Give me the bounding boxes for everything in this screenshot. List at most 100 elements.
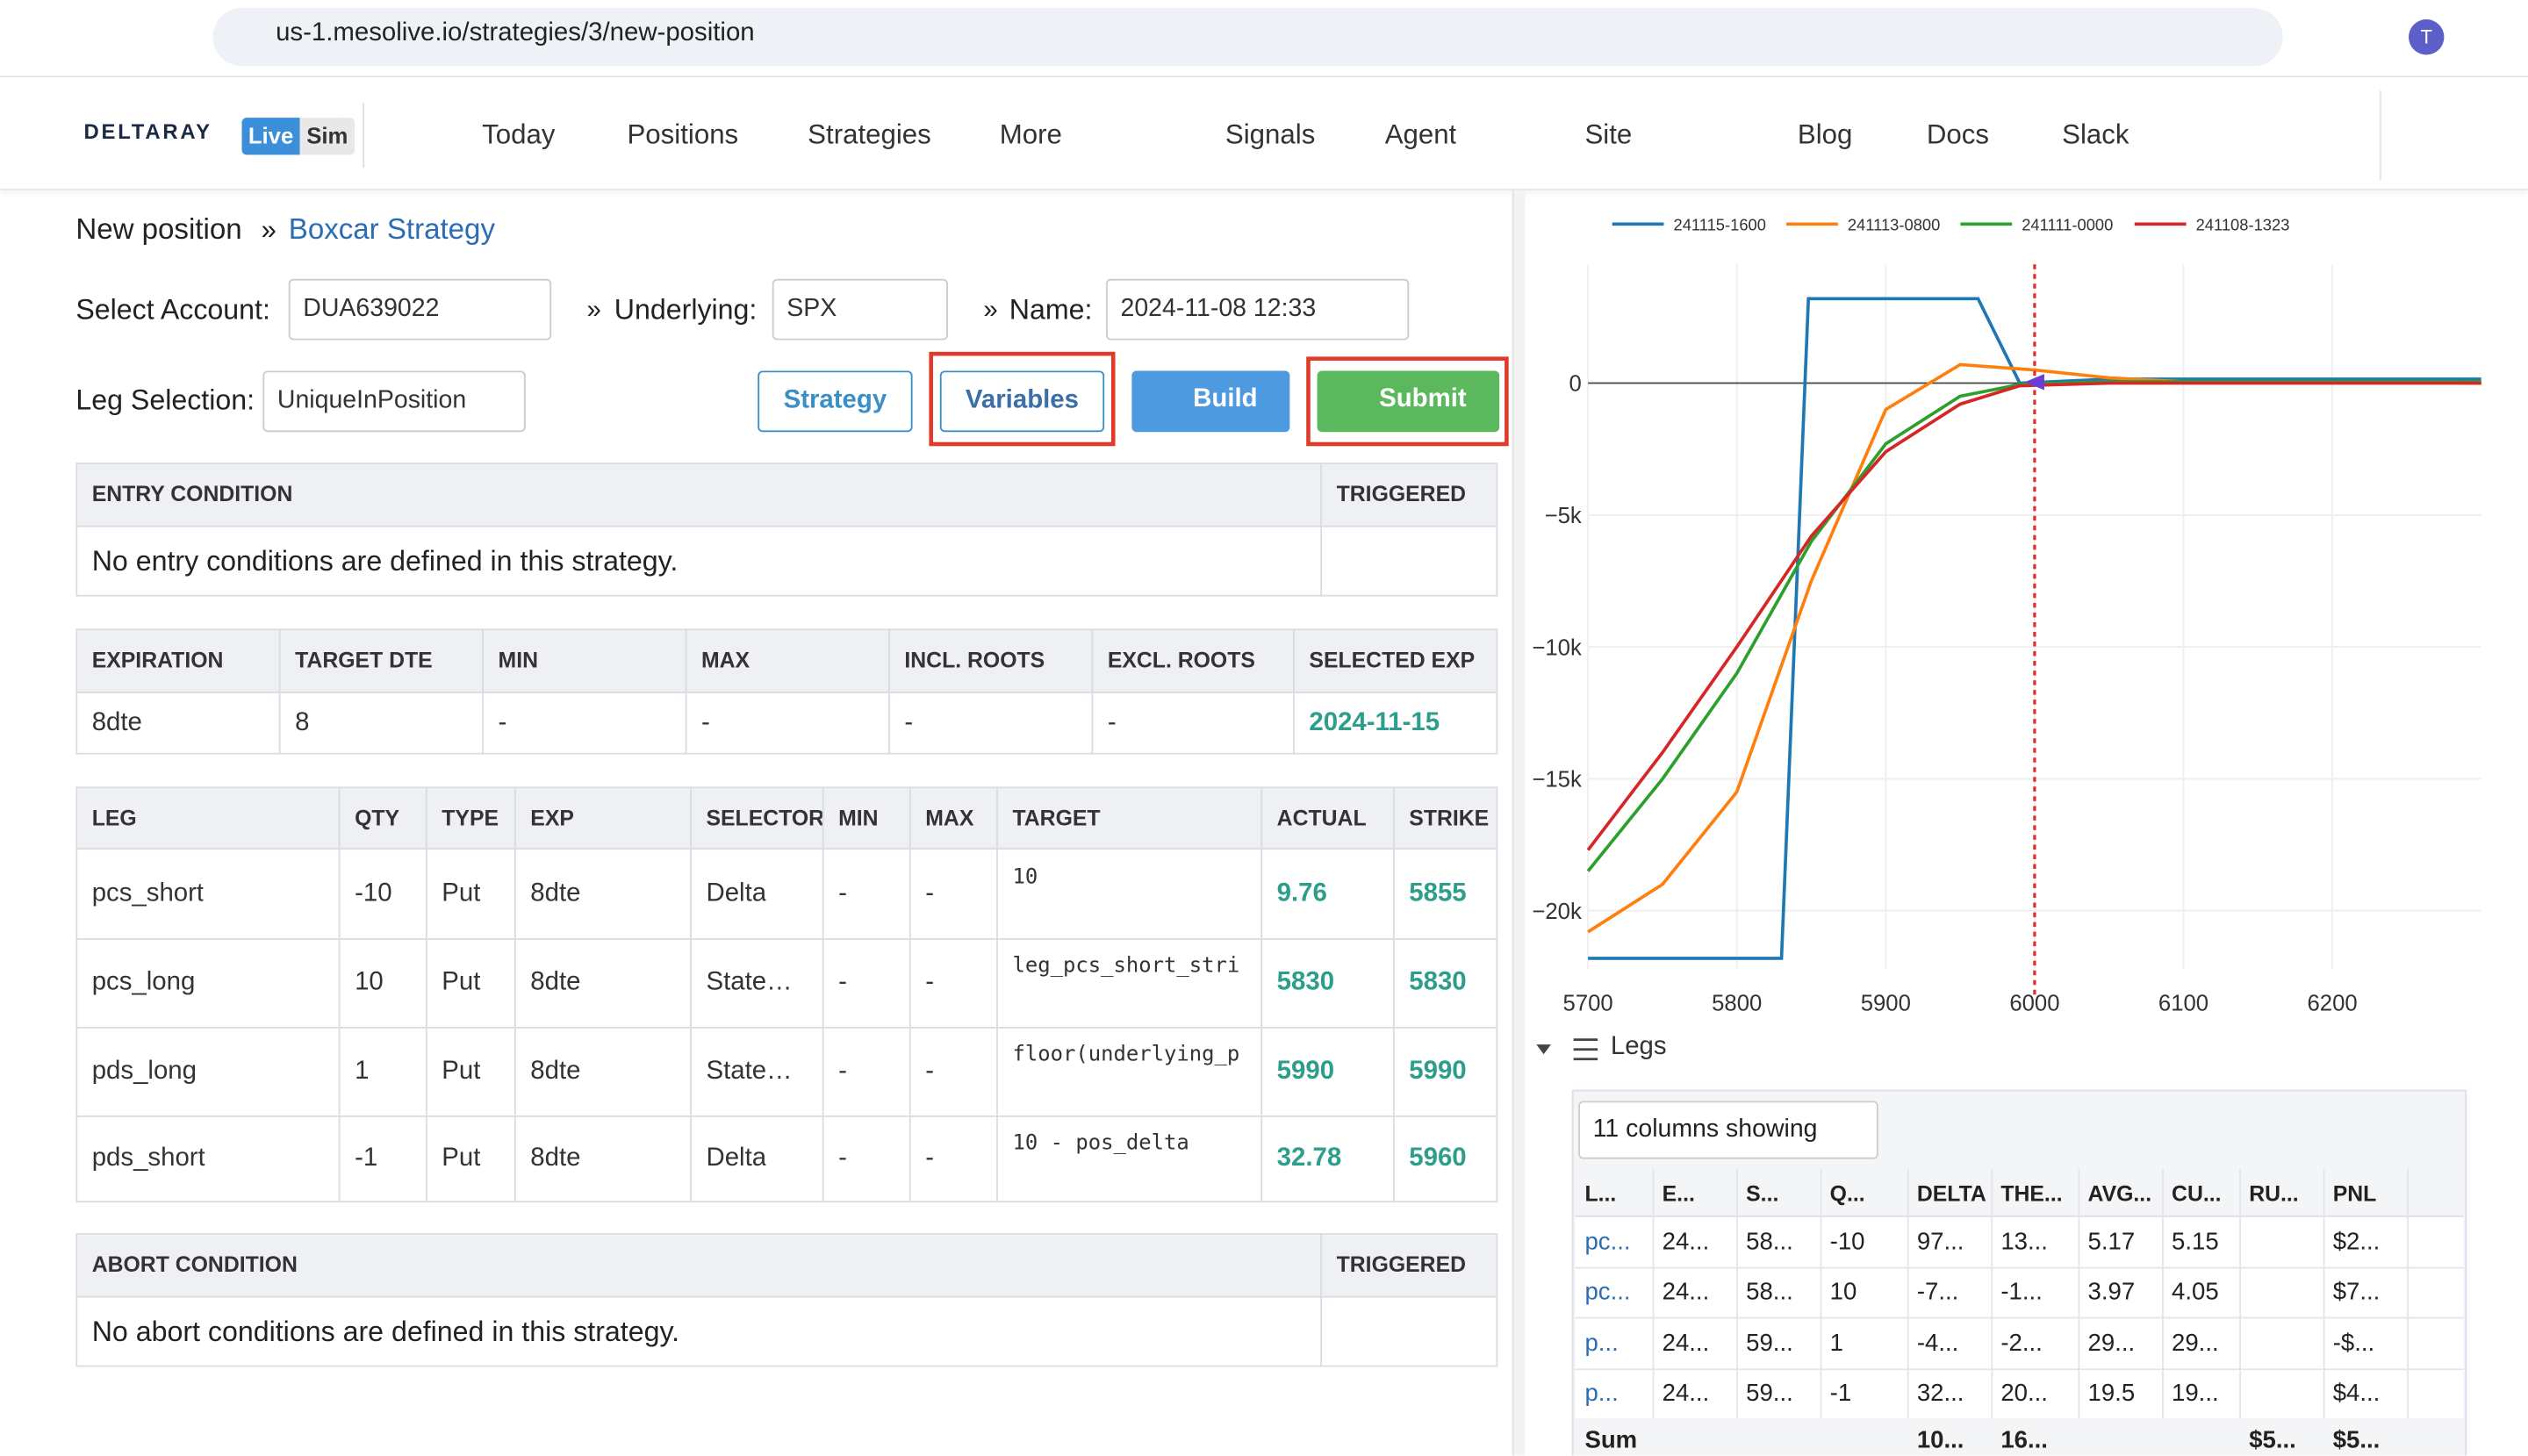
cell: State… xyxy=(706,967,793,996)
nav-item[interactable]: Slack xyxy=(2062,118,2129,150)
header-cell: TRIGGERED xyxy=(1336,1252,1467,1277)
cell: 5855 xyxy=(1409,879,1467,907)
form-control[interactable]: SPX xyxy=(772,278,948,341)
grid-cell: 97... xyxy=(1916,1228,1964,1256)
panel-divider xyxy=(1512,190,1526,1456)
grid-header-cell: PNL xyxy=(2332,1181,2377,1206)
url: us-1.mesolive.io/strategies/3/new-positi… xyxy=(276,19,755,47)
nav-item[interactable]: Docs xyxy=(1926,118,1989,150)
button[interactable]: Build xyxy=(1131,370,1290,433)
col-sep xyxy=(482,628,485,755)
button[interactable]: Variables xyxy=(939,370,1105,433)
grid-cell[interactable]: pc... xyxy=(1584,1279,1631,1307)
nav-item[interactable]: Site xyxy=(1584,118,1633,150)
grid-col-sep xyxy=(1652,1168,1655,1456)
grid-cell: -4... xyxy=(1916,1329,1959,1357)
col-sep xyxy=(822,786,824,1203)
grid-col-sep xyxy=(1820,1168,1822,1456)
cell: State… xyxy=(706,1056,793,1085)
cell: - xyxy=(838,1144,847,1173)
grid-header-cell: DELTA xyxy=(1916,1181,1986,1206)
column-select[interactable]: 11 columns showing xyxy=(1578,1101,1878,1159)
nav-item[interactable]: More xyxy=(999,118,1062,150)
col-sep xyxy=(514,786,516,1203)
grid-cell: 19.5 xyxy=(2087,1380,2136,1408)
nav-divider xyxy=(2379,90,2381,181)
form-label: Leg Selection: xyxy=(75,384,255,416)
form-label: Name: xyxy=(1009,293,1093,326)
cell: 5990 xyxy=(1409,1056,1467,1085)
series-line xyxy=(1587,362,2481,934)
cell: Put xyxy=(442,879,481,907)
mode-sim[interactable]: Sim xyxy=(299,118,356,155)
cell: 10 xyxy=(355,967,384,996)
cell: - xyxy=(904,709,914,737)
grid-cell: 24... xyxy=(1662,1329,1710,1357)
grid-cell: -7... xyxy=(1916,1279,1959,1307)
nav-item[interactable]: Signals xyxy=(1224,118,1316,150)
y-tick-label: 0 xyxy=(1569,372,1582,397)
grid-cell: $7... xyxy=(2332,1279,2381,1307)
grid-col-sep xyxy=(2239,1168,2242,1456)
header-cell: TARGET xyxy=(1012,805,1101,829)
highlight xyxy=(929,351,1116,447)
nav-item[interactable]: Strategies xyxy=(808,118,931,150)
cell: 8dte xyxy=(530,1056,581,1085)
grid-cell[interactable]: p... xyxy=(1584,1329,1619,1357)
nav-item[interactable]: Today xyxy=(482,118,556,150)
header-cell: LEG xyxy=(91,805,137,829)
button[interactable]: Submit xyxy=(1317,370,1500,433)
button[interactable]: Strategy xyxy=(758,370,913,433)
list-icon xyxy=(1573,1038,1598,1061)
grid-header-cell: THE... xyxy=(2000,1181,2063,1206)
grid-row-sep xyxy=(1575,1367,2464,1370)
header-cell: ACTUAL xyxy=(1276,805,1367,829)
cell: pcs_long xyxy=(91,967,196,996)
cell: - xyxy=(838,967,847,996)
grid-cell: 10 xyxy=(1829,1279,1857,1307)
y-tick-label: −10k xyxy=(1532,635,1582,660)
x-tick-label: 5800 xyxy=(1712,992,1762,1016)
nav-item[interactable]: Positions xyxy=(627,118,739,150)
col-sep xyxy=(338,786,341,1203)
grid-cell: 29... xyxy=(2087,1329,2136,1357)
grid-header-cell: RU... xyxy=(2249,1181,2299,1206)
y-tick-label: −15k xyxy=(1532,768,1582,793)
grid-cell: $2... xyxy=(2332,1228,2381,1256)
grid-cell: 24... xyxy=(1662,1228,1710,1256)
nav-item[interactable]: Blog xyxy=(1797,118,1853,150)
form-control[interactable]: UniqueInPosition xyxy=(262,370,526,433)
grid-cell: 59... xyxy=(1746,1380,1793,1408)
nav-bar xyxy=(0,77,2528,190)
grid-col-sep xyxy=(2323,1168,2325,1456)
grid-cell: -10 xyxy=(1829,1228,1865,1256)
header-cell: TARGET DTE xyxy=(295,648,433,672)
nav-item[interactable]: Agent xyxy=(1384,118,1457,150)
url-bar[interactable] xyxy=(212,8,2283,67)
collapse-icon xyxy=(1536,1044,1551,1055)
grid-cell: 58... xyxy=(1746,1228,1793,1256)
avatar[interactable]: T xyxy=(2409,19,2445,55)
grid-cell[interactable]: pc... xyxy=(1584,1228,1631,1256)
grid-cell[interactable]: p... xyxy=(1584,1380,1619,1408)
header-cell: TRIGGERED xyxy=(1336,482,1467,506)
grid-col-sep xyxy=(1907,1168,1909,1456)
grid-cell: -1 xyxy=(1829,1380,1852,1408)
cell: - xyxy=(700,709,710,737)
col-sep xyxy=(278,628,281,755)
col-sep xyxy=(425,786,427,1203)
grid-cell: 59... xyxy=(1746,1329,1793,1357)
cell: -1 xyxy=(355,1144,378,1173)
breadcrumb-link[interactable]: Boxcar Strategy xyxy=(288,212,495,246)
form-control[interactable]: DUA639022 xyxy=(288,278,552,341)
col-sep xyxy=(685,628,687,755)
header-cell: MAX xyxy=(925,805,974,829)
cell: - xyxy=(925,1144,935,1173)
form-control[interactable]: 2024-11-08 12:33 xyxy=(1105,278,1410,341)
grid-cell: 24... xyxy=(1662,1380,1710,1408)
mode-live[interactable]: Live xyxy=(241,118,300,155)
grid-cell: 19... xyxy=(2172,1380,2219,1408)
cell: 1 xyxy=(355,1056,370,1085)
grid-header-cell: AVG... xyxy=(2087,1181,2152,1206)
